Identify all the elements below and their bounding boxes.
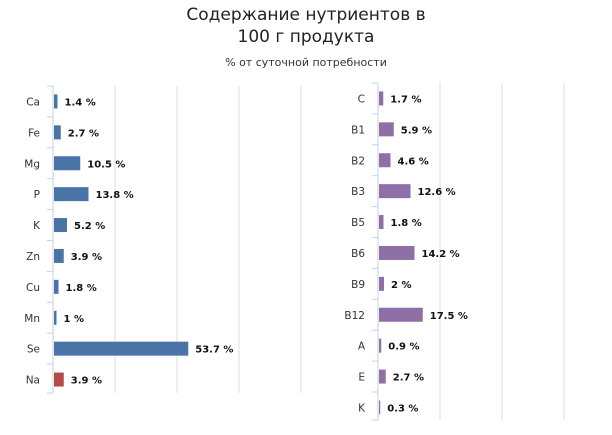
minerals-data-label: 5.2 % xyxy=(74,221,105,232)
vitamins-data-label: 2.7 % xyxy=(393,373,424,384)
minerals-data-label: 10.5 % xyxy=(87,159,125,170)
vitamins-bar xyxy=(379,400,381,415)
minerals-data-label: 3.9 % xyxy=(71,376,102,387)
chart-title: Содержание нутриентов в 100 г продукта xyxy=(0,4,612,48)
vitamins-bar xyxy=(379,369,386,384)
vitamins-data-label: 4.6 % xyxy=(398,156,429,167)
minerals-data-label: 1.8 % xyxy=(66,283,97,294)
vitamins-category-label: B5 xyxy=(351,217,365,229)
minerals-bar xyxy=(54,310,57,325)
minerals-bar xyxy=(54,341,189,356)
minerals-data-label: 3.9 % xyxy=(71,252,102,263)
chart-subtitle: % от суточной потребности xyxy=(225,56,387,69)
vitamins-category-label: B1 xyxy=(351,124,365,136)
vitamins-data-label: 0.3 % xyxy=(387,403,418,414)
vitamins-bar xyxy=(379,91,384,106)
minerals-category-label: K xyxy=(33,220,41,232)
minerals-bar xyxy=(54,279,59,294)
vitamins-category-label: B3 xyxy=(351,186,365,198)
vitamins-bar xyxy=(379,338,382,353)
minerals-data-label: 1.4 % xyxy=(65,97,96,108)
vitamins-data-label: 12.6 % xyxy=(418,187,456,198)
minerals-data-label: 1 % xyxy=(64,314,84,325)
minerals-category-label: Cu xyxy=(26,282,40,294)
vitamins-bar xyxy=(379,122,394,137)
vitamins-data-label: 14.2 % xyxy=(422,249,460,260)
minerals-bar xyxy=(54,94,58,109)
minerals-category-label: Se xyxy=(27,344,40,356)
vitamins-bar xyxy=(379,276,384,291)
minerals-bar xyxy=(54,372,64,387)
vitamins-category-label: E xyxy=(358,372,365,384)
minerals-bar xyxy=(54,187,89,202)
vitamins-category-label: A xyxy=(358,341,366,353)
vitamins-data-label: 2 % xyxy=(391,280,411,291)
minerals-bar xyxy=(54,248,64,263)
vitamins-data-label: 1.8 % xyxy=(391,218,422,229)
vitamins-data-label: 1.7 % xyxy=(390,94,421,105)
vitamins-bar xyxy=(379,184,411,199)
vitamins-category-label: C xyxy=(358,93,365,105)
minerals-category-label: Na xyxy=(26,375,40,387)
minerals-category-label: Ca xyxy=(26,96,40,108)
minerals-bar xyxy=(54,156,81,171)
minerals-category-label: Zn xyxy=(26,251,40,263)
minerals-bar xyxy=(54,218,67,233)
vitamins-category-label: B2 xyxy=(351,155,365,167)
vitamins-bar xyxy=(379,245,415,260)
vitamins-category-label: B9 xyxy=(351,279,365,291)
minerals-category-label: P xyxy=(34,189,40,201)
vitamins-category-label: B12 xyxy=(344,310,365,322)
vitamins-bar xyxy=(379,153,391,168)
minerals-category-label: Fe xyxy=(28,127,40,139)
vitamins-data-label: 5.9 % xyxy=(401,125,432,136)
vitamins-category-label: B6 xyxy=(351,248,365,260)
vitamins-bar xyxy=(379,215,384,230)
vitamins-data-label: 0.9 % xyxy=(388,342,419,353)
vitamins-data-label: 17.5 % xyxy=(430,311,468,322)
minerals-category-label: Mg xyxy=(24,158,40,170)
chart-title-line-1: Содержание нутриентов в xyxy=(186,5,426,25)
minerals-data-label: 2.7 % xyxy=(68,128,99,139)
minerals-data-label: 53.7 % xyxy=(195,345,233,356)
minerals-bar xyxy=(54,125,61,140)
vitamins-bar xyxy=(379,307,423,322)
chart-title-line-2: 100 г продукта xyxy=(237,27,375,47)
minerals-category-label: Mn xyxy=(24,313,40,325)
vitamins-category-label: K xyxy=(358,402,366,414)
minerals-data-label: 13.8 % xyxy=(96,190,134,201)
